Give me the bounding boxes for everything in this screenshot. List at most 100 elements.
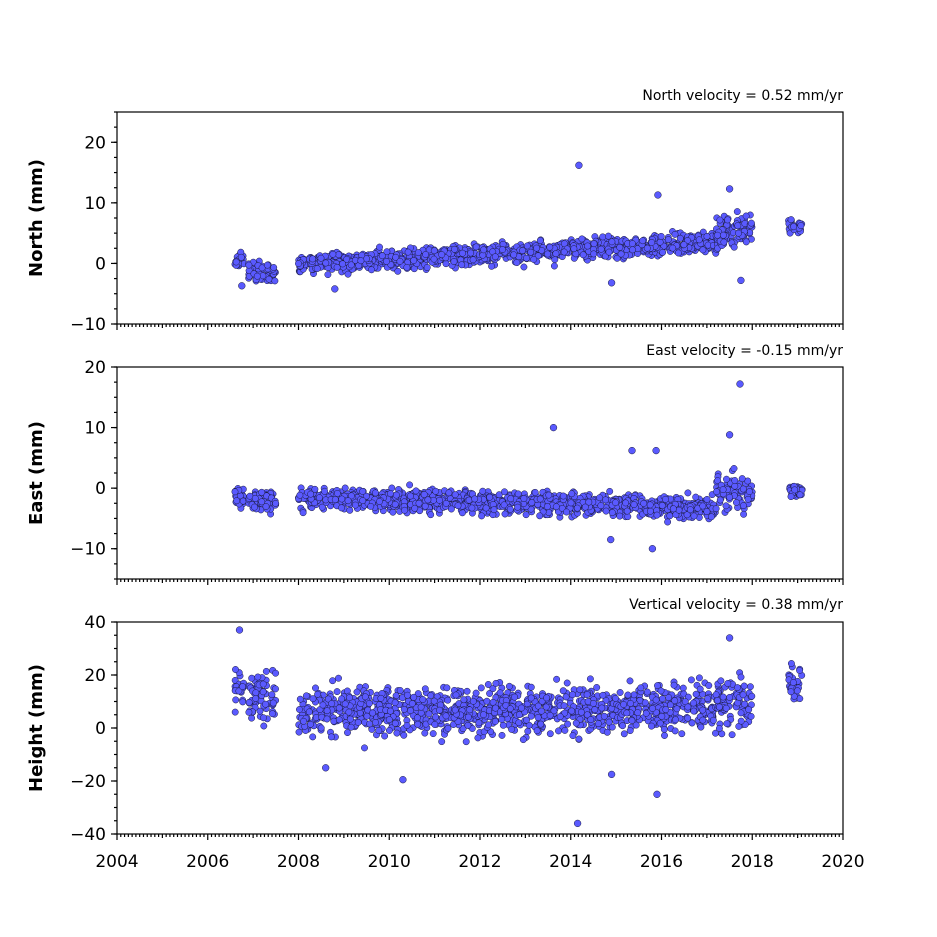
east-point [421,502,429,510]
vertical-point [483,697,491,705]
north-point [430,247,438,255]
north-point [376,243,383,251]
east-point [451,491,459,499]
vertical-point [705,682,713,689]
east-point [445,489,453,497]
north-point [333,263,341,271]
vertical-point [305,708,313,716]
vertical-point [335,716,343,724]
north-y-tick-label: 20 [84,133,106,153]
vertical-point [787,660,795,667]
vertical-point [375,727,383,734]
east-point [616,512,624,520]
north-point [499,246,506,254]
vertical-point [724,680,732,687]
vertical-point [616,689,624,696]
east-point [573,504,581,512]
vertical-point [612,694,619,702]
north-point [579,251,587,259]
north-point [639,237,647,245]
north-point [716,216,724,224]
north-point [253,272,261,280]
north-point [347,261,355,269]
north-point [491,253,499,261]
north-point [383,257,390,265]
vertical-point [589,699,597,707]
vertical-point [630,691,638,699]
x-tick-label: 2012 [458,852,501,872]
east-outlier-point [549,423,558,432]
vertical-point [559,687,567,695]
vertical-point [712,691,720,699]
vertical-point [587,716,595,724]
north-point [469,256,477,264]
vertical-point [232,666,239,673]
east-point [407,492,414,500]
vertical-point [591,706,599,714]
vertical-point [328,700,336,708]
vertical-point [417,703,425,711]
east-point [251,494,259,502]
vertical-point [599,691,607,699]
vertical-point [248,714,256,722]
vertical-point [527,683,535,691]
east-point [482,504,490,512]
north-point [676,234,684,242]
vertical-point [598,704,606,712]
east-point [716,496,724,504]
north-point [309,255,317,263]
north-point [450,258,458,265]
east-point [436,496,443,504]
vertical-point [309,695,317,703]
vertical-point [679,684,687,692]
vertical-point [656,719,664,727]
vertical-point [431,721,439,728]
north-point [438,251,446,259]
north-point [404,248,412,256]
east-point [401,506,409,514]
vertical-outlier-point [399,776,407,784]
vertical-point [523,716,530,724]
vertical-point [642,709,650,717]
vertical-point [699,706,707,714]
east-point [690,512,698,520]
east-point [239,497,247,505]
vertical-point [704,695,712,703]
north-point [659,248,667,256]
east-point [447,505,455,513]
vertical-point [312,684,319,692]
east-point [412,487,420,495]
vertical-point [396,687,404,694]
east-point [597,502,605,510]
east-point [478,512,486,520]
vertical-point [404,691,411,699]
vertical-point [231,708,239,716]
vertical-point [464,713,472,721]
north-point [733,208,741,216]
east-point [251,503,258,511]
vertical-point [690,699,697,707]
east-point [420,491,428,498]
north-point [695,236,703,244]
north-point [488,262,496,270]
east-outlier-point [607,535,615,544]
vertical-point [436,706,443,714]
vertical-point [338,695,346,703]
north-point [608,238,616,246]
north-point [735,229,742,237]
vertical-point [553,675,561,683]
east-point [568,490,576,498]
vertical-point [252,695,260,702]
east-point [545,491,553,499]
vertical-point [413,714,421,722]
x-tick-label: 2020 [821,852,864,872]
vertical-point [695,674,703,682]
east-point [299,509,307,517]
east-point [486,493,494,501]
north-point [458,261,466,269]
vertical-point [658,712,666,720]
vertical-point [569,732,577,740]
vertical-point [546,711,554,719]
east-point [623,507,631,515]
